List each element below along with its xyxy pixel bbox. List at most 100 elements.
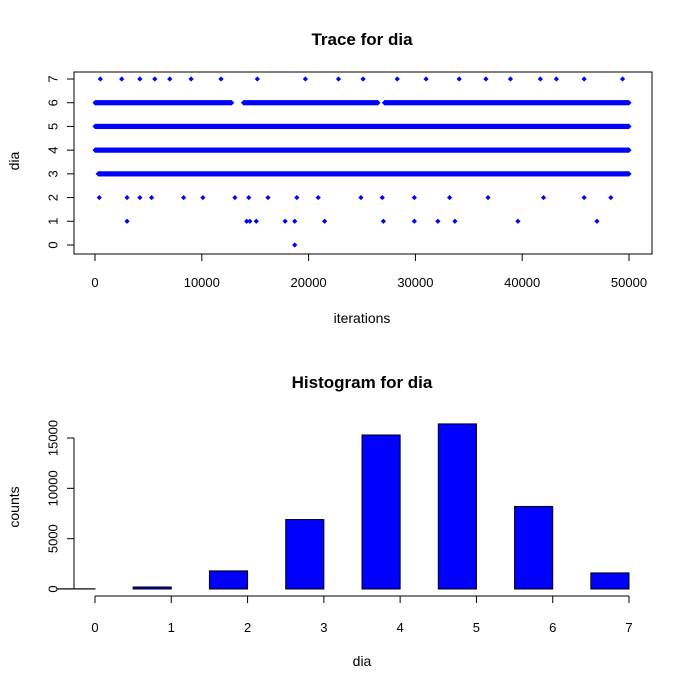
trace-x-axis-label: iterations xyxy=(334,310,391,326)
trace-point xyxy=(119,76,125,82)
trace-point xyxy=(411,218,417,224)
trace-point xyxy=(581,76,587,82)
trace-y-tick-label: 5 xyxy=(46,123,61,130)
trace-point xyxy=(92,100,98,106)
histogram-x-tick-label: 0 xyxy=(91,620,98,635)
trace-point xyxy=(218,76,224,82)
trace-point xyxy=(244,218,250,224)
trace-x-tick-label: 40000 xyxy=(504,275,540,290)
trace-point xyxy=(619,76,626,82)
trace-point-band xyxy=(95,100,232,106)
histogram-y-axis-label: counts xyxy=(6,486,22,527)
trace-plot-box xyxy=(73,71,653,255)
trace-point xyxy=(515,218,521,224)
histogram-x-tick-label: 2 xyxy=(244,620,251,635)
histogram-bar xyxy=(437,423,477,590)
trace-point xyxy=(232,194,238,201)
trace-point xyxy=(315,194,321,201)
trace-point xyxy=(253,218,259,224)
trace-y-tick-label: 3 xyxy=(46,170,61,177)
trace-point xyxy=(137,76,143,82)
histogram-y-tick-label: 5000 xyxy=(46,524,61,553)
trace-point xyxy=(229,100,235,106)
trace-point xyxy=(294,194,300,201)
histogram-x-tick-label: 4 xyxy=(397,620,404,635)
trace-y-axis: 0 1 2 3 4 5 6 7 xyxy=(46,75,75,249)
trace-point xyxy=(394,76,400,82)
trace-point xyxy=(335,76,342,82)
trace-y-tick-label: 1 xyxy=(46,218,61,225)
trace-y-tick-label: 0 xyxy=(46,241,61,248)
histogram-x-tick-label: 3 xyxy=(320,620,327,635)
trace-x-tick-label: 50000 xyxy=(611,275,647,290)
trace-point xyxy=(265,194,271,201)
trace-point xyxy=(181,194,187,201)
trace-point xyxy=(200,194,206,201)
trace-point xyxy=(507,76,514,82)
histogram-y-tick-label: 15000 xyxy=(46,420,61,456)
trace-point xyxy=(96,194,102,201)
trace-panel: Trace for dia 0 10000 20000 30000 40000 50000… xyxy=(6,30,653,326)
trace-point xyxy=(292,242,298,248)
trace-point xyxy=(360,76,366,82)
histogram-bar xyxy=(361,434,401,590)
trace-point xyxy=(456,76,462,82)
trace-point xyxy=(358,194,364,201)
trace-point xyxy=(485,194,491,201)
trace-point xyxy=(483,76,489,82)
trace-point xyxy=(246,194,252,201)
trace-point xyxy=(97,76,103,82)
trace-x-axis: 0 10000 20000 30000 40000 50000 xyxy=(91,253,647,290)
histogram-x-tick-label: 5 xyxy=(473,620,480,635)
trace-point xyxy=(626,147,632,153)
trace-y-tick-label: 7 xyxy=(46,75,61,82)
trace-point xyxy=(537,76,543,82)
trace-point-band xyxy=(95,147,629,153)
histogram-bar xyxy=(514,505,554,590)
trace-point-band xyxy=(95,123,629,130)
trace-point xyxy=(423,76,429,82)
histogram-panel: Histogram for dia 0 1 2 3 4 5 6 7 0 5000 10000 150… xyxy=(6,373,633,669)
trace-x-tick-label: 30000 xyxy=(397,275,433,290)
trace-point xyxy=(553,76,559,82)
trace-point xyxy=(411,194,417,201)
histogram-x-tick-label: 7 xyxy=(625,620,632,635)
trace-point xyxy=(380,218,386,224)
trace-point xyxy=(626,100,632,106)
trace-point xyxy=(435,218,441,224)
trace-point xyxy=(240,100,247,106)
trace-title: Trace for dia xyxy=(311,30,413,49)
trace-point xyxy=(302,76,308,82)
trace-point xyxy=(626,171,632,177)
trace-x-tick-label: 10000 xyxy=(184,275,220,290)
trace-point xyxy=(95,171,101,177)
histogram-y-tick-label: 0 xyxy=(46,585,61,592)
trace-y-tick-label: 2 xyxy=(46,194,61,201)
histogram-x-axis: 0 1 2 3 4 5 6 7 xyxy=(91,595,633,635)
trace-point xyxy=(137,194,143,201)
trace-point xyxy=(167,76,173,82)
histogram-y-tick-label: 10000 xyxy=(46,470,61,506)
trace-point xyxy=(381,100,388,106)
trace-points xyxy=(92,76,632,248)
trace-point xyxy=(446,194,453,201)
trace-point xyxy=(92,123,98,130)
trace-point-band xyxy=(98,171,630,177)
trace-point xyxy=(124,194,130,201)
trace-x-tick-label: 0 xyxy=(91,275,98,290)
trace-x-tick-label: 20000 xyxy=(291,275,327,290)
histogram-bar xyxy=(590,572,630,590)
trace-point xyxy=(92,147,98,153)
trace-point xyxy=(254,76,260,82)
histogram-bar xyxy=(132,586,172,590)
trace-y-tick-label: 4 xyxy=(46,147,61,154)
trace-point xyxy=(375,100,381,106)
trace-point xyxy=(626,123,632,130)
trace-point xyxy=(608,194,614,201)
trace-point-band xyxy=(384,100,629,106)
trace-point xyxy=(247,218,253,224)
trace-point xyxy=(292,218,298,224)
histogram-title: Histogram for dia xyxy=(292,373,433,392)
histogram-y-axis: 0 5000 10000 15000 xyxy=(46,420,75,593)
